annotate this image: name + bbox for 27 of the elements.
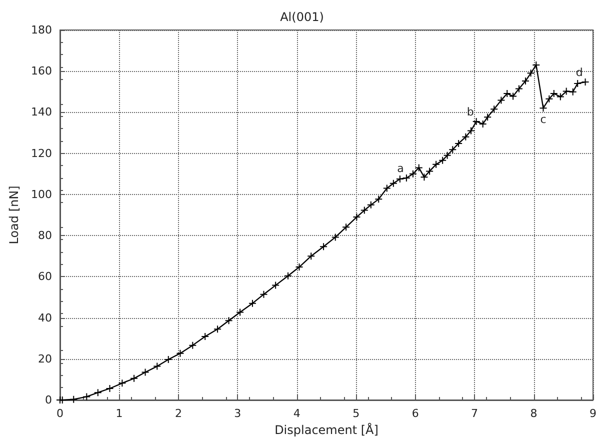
y-tick-label: 180 bbox=[31, 24, 52, 36]
x-tick-label: 3 bbox=[234, 407, 242, 420]
y-tick-label: 40 bbox=[38, 311, 52, 324]
y-tick-label: 140 bbox=[31, 106, 52, 119]
x-tick-label: 2 bbox=[174, 407, 182, 420]
y-tick-label: 0 bbox=[45, 394, 52, 406]
x-tick-label: 4 bbox=[293, 407, 300, 420]
y-tick-label: 20 bbox=[38, 352, 52, 366]
x-tick-label: 5 bbox=[352, 407, 360, 420]
x-tick-label: 6 bbox=[412, 407, 419, 420]
y-tick-label: 60 bbox=[38, 270, 52, 284]
x-tick-label: 1 bbox=[116, 407, 123, 420]
y-tick-label: 100 bbox=[31, 188, 52, 201]
x-tick-label: 7 bbox=[471, 407, 478, 420]
y-axis-title: Load [nN] bbox=[7, 186, 21, 244]
annotation: a bbox=[397, 162, 404, 175]
y-tick-label: 80 bbox=[38, 229, 52, 242]
chart-title: Al(001) bbox=[280, 10, 324, 24]
x-axis-title: Displacement [Å] bbox=[274, 422, 378, 437]
annotation: d bbox=[576, 66, 583, 80]
annotation: c bbox=[540, 113, 546, 126]
x-tick-label: 9 bbox=[590, 407, 596, 420]
y-tick-label: 160 bbox=[31, 64, 52, 78]
x-tick-label: 8 bbox=[530, 407, 538, 420]
x-tick-label: 0 bbox=[56, 407, 64, 420]
y-tick-label: 120 bbox=[31, 146, 52, 160]
annotation: b bbox=[466, 105, 474, 118]
